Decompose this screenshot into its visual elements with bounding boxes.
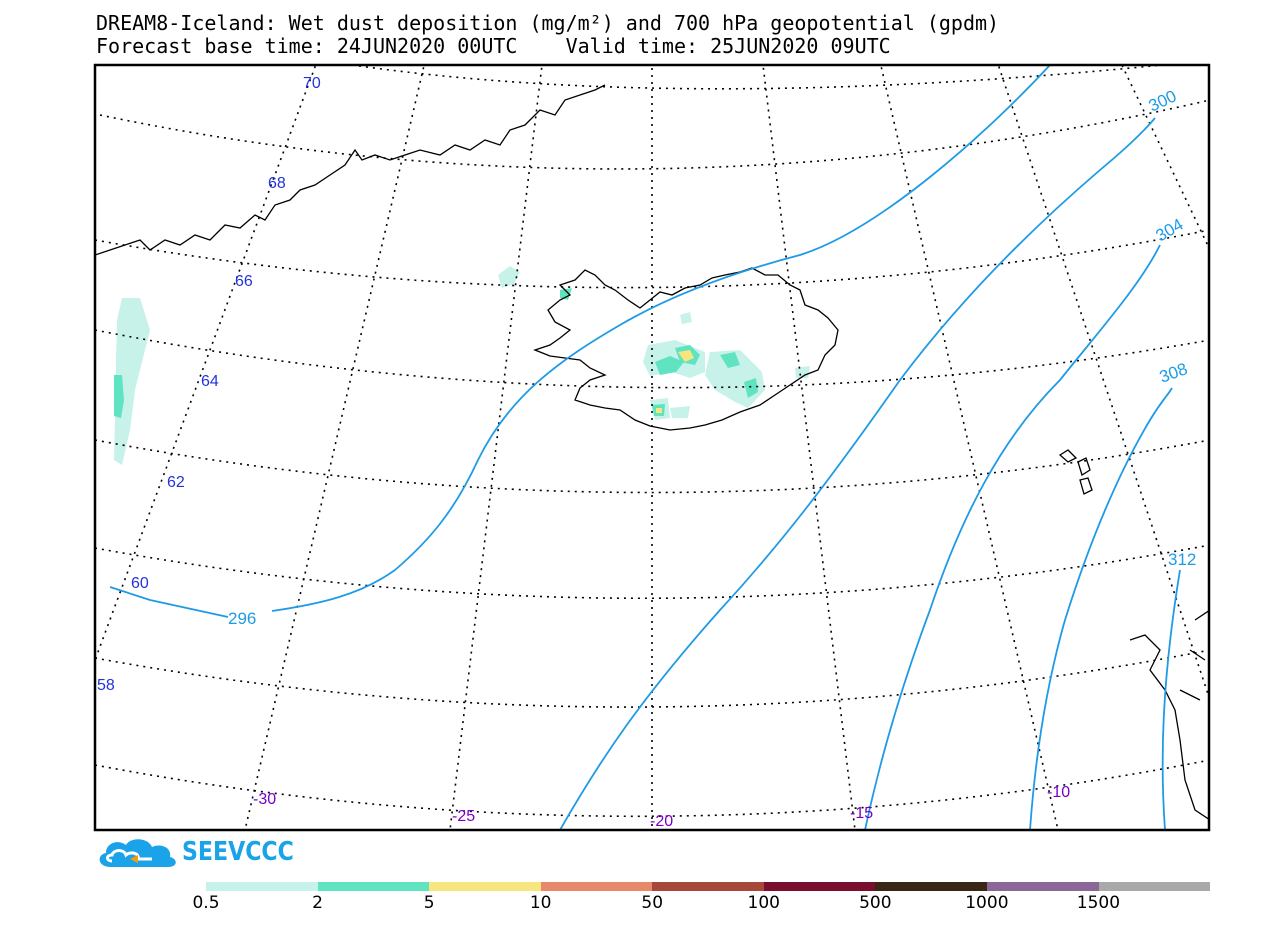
contour-312 xyxy=(1161,569,1181,830)
faroe-islands-coast xyxy=(1058,449,1093,495)
legend-label: 500 xyxy=(859,893,892,913)
lon-label-minus-30: -30 xyxy=(253,791,276,808)
contour-304 xyxy=(864,244,1161,830)
contour-label-300: 300 xyxy=(1146,86,1180,115)
legend-color-segment xyxy=(875,882,987,891)
dust-area xyxy=(680,312,692,324)
lat-label-64: 64 xyxy=(201,373,219,390)
longitude-gridlines xyxy=(95,65,1209,830)
legend-color-segment xyxy=(206,882,318,891)
legend-labels: 0.5 2 5 10 50 100 500 1000 1500 xyxy=(0,893,1276,915)
lat-label-58: 58 xyxy=(97,677,115,694)
dust-area xyxy=(720,352,740,368)
logo-text: SEEVCCC xyxy=(182,837,294,867)
contour-label-308: 308 xyxy=(1157,359,1190,387)
lat-label-62: 62 xyxy=(167,474,185,491)
lon-label-minus-20: -20 xyxy=(650,813,673,830)
iceland-coast xyxy=(533,267,839,431)
lon-label-minus-15: -15 xyxy=(850,805,873,822)
lat-label-68: 68 xyxy=(268,175,286,192)
contour-300 xyxy=(559,117,1156,830)
lat-label-70: 70 xyxy=(303,75,321,92)
contour-label-304: 304 xyxy=(1153,215,1187,246)
geopotential-contours xyxy=(109,65,1181,830)
legend-color-segment xyxy=(652,882,764,891)
legend-label: 50 xyxy=(641,893,664,913)
dust-area xyxy=(560,288,572,300)
legend-label: 100 xyxy=(747,893,780,913)
map-subtitle: Forecast base time: 24JUN2020 00UTC Vali… xyxy=(96,34,891,58)
dust-area xyxy=(498,266,520,288)
legend-label: 2 xyxy=(312,893,323,913)
legend-color-segment xyxy=(986,882,1099,891)
dust-area xyxy=(678,350,694,362)
legend-label: 10 xyxy=(529,893,552,913)
lon-label-minus-10: -10 xyxy=(1047,784,1070,801)
legend-color-segment xyxy=(1098,882,1211,891)
map-frame xyxy=(93,63,1211,832)
latitude-gridlines xyxy=(95,65,1209,818)
dust-area xyxy=(655,356,684,375)
contour-308 xyxy=(1029,387,1173,830)
lon-label-minus-25: -25 xyxy=(452,808,475,825)
legend-colorbar xyxy=(206,882,1211,891)
lat-label-60: 60 xyxy=(131,575,149,592)
legend-label: 0.5 xyxy=(192,893,220,913)
lat-label-66: 66 xyxy=(235,273,253,290)
legend-label: 1500 xyxy=(1076,893,1121,913)
greenland-coast xyxy=(95,84,606,256)
legend-color-segment xyxy=(540,882,653,891)
coastlines xyxy=(95,84,1209,821)
contour-label-296: 296 xyxy=(228,609,256,628)
legend-color-segment xyxy=(429,882,541,891)
dust-area xyxy=(114,298,150,465)
dust-area xyxy=(744,378,758,398)
contour-296 xyxy=(109,65,1051,618)
seevccc-logo: SEEVCCC xyxy=(94,835,314,869)
dust-area xyxy=(670,406,690,418)
dust-area xyxy=(656,408,662,413)
legend-color-segment xyxy=(317,882,430,891)
map-title: DREAM8-Iceland: Wet dust deposition (mg/… xyxy=(96,11,1000,35)
cloud-logo-icon xyxy=(99,839,176,867)
norway-coast xyxy=(1129,609,1209,821)
legend-label: 1000 xyxy=(965,893,1009,913)
dust-deposition-field xyxy=(114,266,810,465)
contour-label-312: 312 xyxy=(1168,550,1196,569)
dust-area xyxy=(114,375,124,418)
legend-label: 5 xyxy=(423,893,435,913)
legend-color-segment xyxy=(763,882,876,891)
